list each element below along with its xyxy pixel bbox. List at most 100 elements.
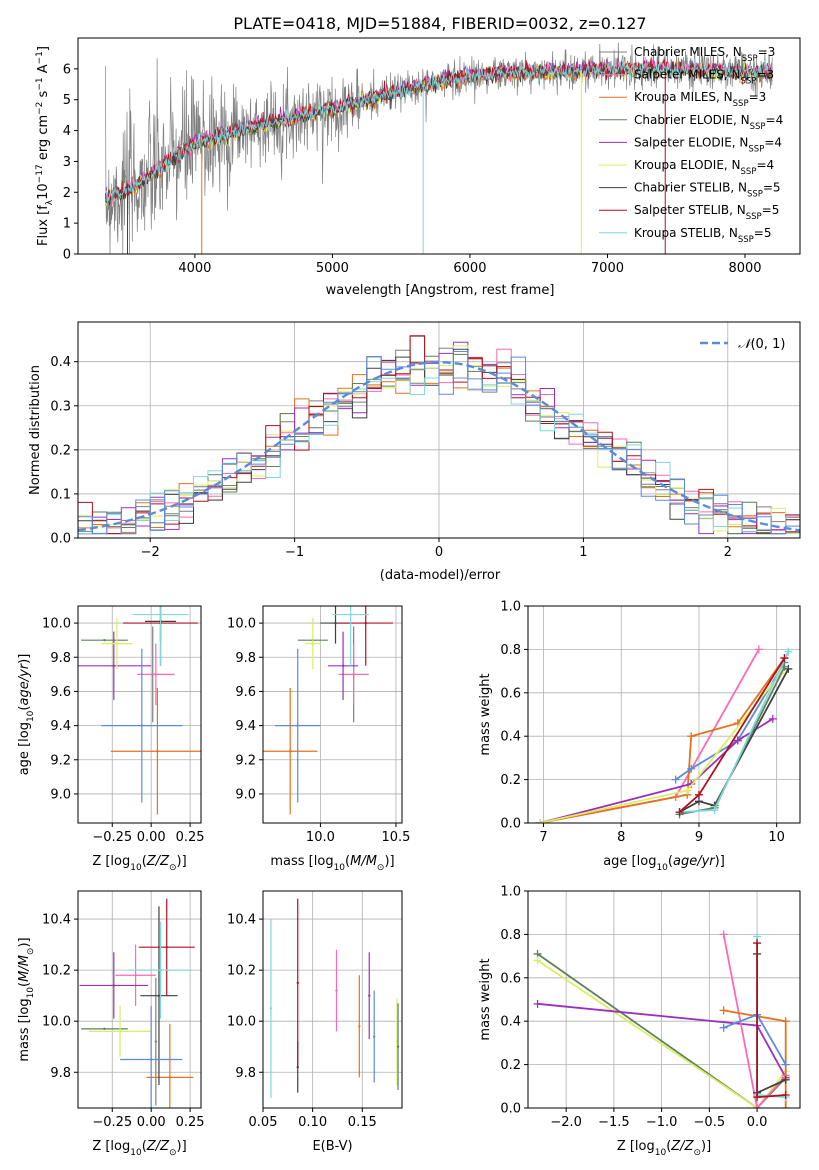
plot-area-age-Z — [78, 606, 201, 815]
plot-area-spectrum — [105, 42, 773, 254]
panel-weight-Z: −2.0 −1.5 −1.0 −0.5 0.0 0.0 0.2 0.4 0.6 0.8 1.0 Z [… — [478, 885, 801, 1158]
legend-label: Chabrier STELIB, NSSP=5 — [634, 181, 781, 200]
legend-label: Salpeter STELIB, NSSP=5 — [634, 203, 779, 222]
label-part: ( — [142, 854, 147, 869]
y-tick-label: 4 — [63, 124, 71, 139]
x-tick-label: 5000 — [316, 261, 349, 276]
label-part: s — [36, 90, 51, 101]
plot-area-weight-Z — [533, 930, 790, 1108]
label-part: mass weight — [478, 673, 493, 755]
x-axis-label: Z [log10(Z/Z⊙)] — [92, 1139, 186, 1158]
y-tick-label: 9.8 — [235, 1066, 256, 1081]
plus-marker — [535, 819, 544, 823]
data-point — [396, 1045, 400, 1048]
plus-marker — [533, 999, 542, 1008]
weight-line — [675, 661, 786, 781]
axes-frame — [77, 37, 801, 255]
y-axis-label: age [log10(age/yr)] — [17, 654, 36, 776]
y-tick-label: 10.0 — [42, 617, 71, 632]
legend: Chabrier MILES, NSSP=3 Salpeter MILES, N S… — [599, 45, 783, 245]
x-tick-label: 8 — [617, 830, 625, 845]
data-point — [154, 673, 158, 676]
x-tick-label: 0.05 — [249, 1115, 278, 1130]
x-tick-label: 9 — [695, 830, 703, 845]
y-tick-label: 10.4 — [227, 913, 256, 928]
label-part: age/yr — [673, 854, 716, 869]
plus-marker — [753, 939, 762, 948]
data-point — [296, 981, 299, 985]
x-tick-label: 0.25 — [176, 830, 205, 845]
x-tick-label: 0.0 — [747, 1115, 768, 1130]
label-part: )] — [177, 1139, 187, 1154]
label-part: 10 — [130, 863, 142, 873]
label-part: )] — [701, 1139, 711, 1154]
weight-line — [539, 718, 774, 823]
y-tick-label: 10.0 — [227, 617, 256, 632]
label-part: )] — [177, 854, 187, 869]
y-tick-label: 9.2 — [50, 753, 71, 768]
label-part: ⊙ — [693, 1148, 701, 1158]
data-point — [349, 613, 352, 616]
y-tick-label: 9.6 — [50, 685, 71, 700]
label-part: Z/Z — [670, 1139, 694, 1154]
y-tick-label: 2 — [63, 186, 71, 201]
normal-curve — [78, 360, 800, 532]
y-axis-label: mass [log10(M/M⊙)] — [17, 937, 36, 1061]
label-part: Chabrier ELODIE, N — [634, 113, 750, 127]
figure-title: PLATE=0418, MJD=51884, FIBERID=0032, z=0… — [233, 14, 646, 33]
plus-marker — [671, 775, 680, 784]
label-part: Normed distribution — [28, 365, 43, 495]
plus-marker — [733, 736, 742, 745]
x-tick-label: −2.0 — [550, 1115, 582, 1130]
label-part: )] — [715, 854, 725, 869]
label-part: Chabrier MILES, N — [634, 45, 742, 59]
data-point — [103, 638, 106, 642]
label-part: )] — [17, 654, 32, 664]
data-point — [335, 989, 338, 992]
data-point — [156, 750, 159, 753]
panel-mass-EBV: 0.05 0.10 0.15 9.8 10.0 10.2 10.4 E(B-V) — [227, 890, 403, 1154]
x-tick-label: 0.00 — [137, 830, 166, 845]
data-point — [165, 945, 168, 949]
y-tick-label: 0.6 — [500, 686, 521, 701]
label-part: M/M — [350, 854, 377, 869]
label-part: −1 — [35, 77, 45, 90]
y-tick-label: 9.8 — [50, 1066, 71, 1081]
plus-marker — [781, 1090, 790, 1099]
label-part: =3 — [758, 45, 776, 59]
label-part: wavelength [Angstrom, rest frame] — [326, 283, 555, 298]
x-tick-label: 10.5 — [381, 830, 410, 845]
label-part: ( — [142, 1139, 147, 1154]
y-tick-label: 10.2 — [227, 964, 256, 979]
label-part: ( — [668, 854, 673, 869]
y-tick-label: 0.6 — [500, 971, 521, 986]
y-tick-label: 0.0 — [500, 1102, 521, 1117]
plus-marker — [533, 956, 542, 965]
x-tick-label: −2 — [141, 545, 160, 560]
x-axis-label: age [log10(age/yr)] — [603, 854, 725, 873]
plus-marker — [781, 1104, 790, 1108]
plus-marker — [710, 805, 719, 814]
data-point — [115, 642, 119, 645]
label-part: −1 — [35, 51, 45, 64]
legend-label: Salpeter ELODIE, NSSP=4 — [634, 135, 782, 154]
label-part: E(B-V) — [312, 1139, 352, 1154]
y-tick-label: 0.4 — [500, 730, 521, 745]
label-part: age [log — [603, 854, 656, 869]
x-axis-label: Z [log10(Z/Z⊙)] — [617, 1139, 711, 1158]
label-part: mass [log — [17, 998, 32, 1061]
y-tick-label: 0.1 — [50, 487, 71, 502]
y-axis-label: mass weight — [478, 958, 493, 1040]
y-tick-label: 3 — [63, 155, 71, 170]
plus-marker — [768, 714, 777, 723]
weight-line — [536, 953, 787, 1108]
data-point — [334, 621, 337, 625]
plus-marker — [719, 1023, 728, 1032]
plus-marker — [753, 1093, 762, 1102]
x-tick-label: 8000 — [728, 261, 761, 276]
label-part: Salpeter MILES, N — [634, 68, 741, 82]
label-part: Z/Z — [146, 854, 170, 869]
legend-label: Chabrier MILES, NSSP=3 — [634, 45, 775, 64]
y-tick-label: 1 — [63, 217, 71, 232]
data-point — [140, 724, 144, 727]
